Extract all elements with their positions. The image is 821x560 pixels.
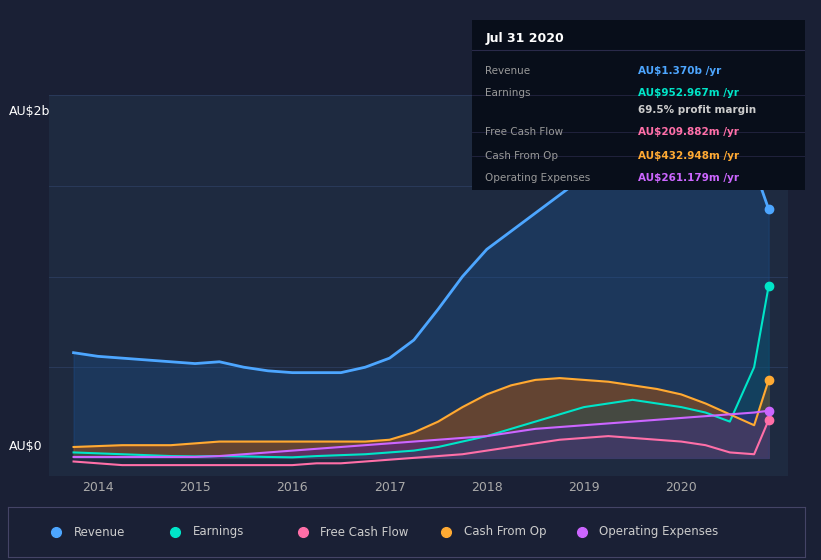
Text: AU$0: AU$0 — [8, 440, 42, 453]
Text: Earnings: Earnings — [485, 88, 531, 98]
Text: Jul 31 2020: Jul 31 2020 — [485, 31, 564, 45]
Text: 69.5% profit margin: 69.5% profit margin — [639, 105, 756, 115]
Text: AU$261.179m /yr: AU$261.179m /yr — [639, 174, 740, 183]
Text: Operating Expenses: Operating Expenses — [599, 525, 718, 539]
Text: AU$1.370b /yr: AU$1.370b /yr — [639, 66, 722, 76]
Text: AU$209.882m /yr: AU$209.882m /yr — [639, 127, 739, 137]
Text: Free Cash Flow: Free Cash Flow — [485, 127, 563, 137]
Text: Cash From Op: Cash From Op — [464, 525, 546, 539]
Text: AU$952.967m /yr: AU$952.967m /yr — [639, 88, 739, 98]
Text: Free Cash Flow: Free Cash Flow — [320, 525, 409, 539]
Text: AU$432.948m /yr: AU$432.948m /yr — [639, 151, 740, 161]
Text: Operating Expenses: Operating Expenses — [485, 174, 590, 183]
Text: Earnings: Earnings — [193, 525, 245, 539]
Text: Revenue: Revenue — [74, 525, 125, 539]
Text: Cash From Op: Cash From Op — [485, 151, 558, 161]
Text: Revenue: Revenue — [485, 66, 530, 76]
Text: AU$2b: AU$2b — [8, 105, 50, 118]
